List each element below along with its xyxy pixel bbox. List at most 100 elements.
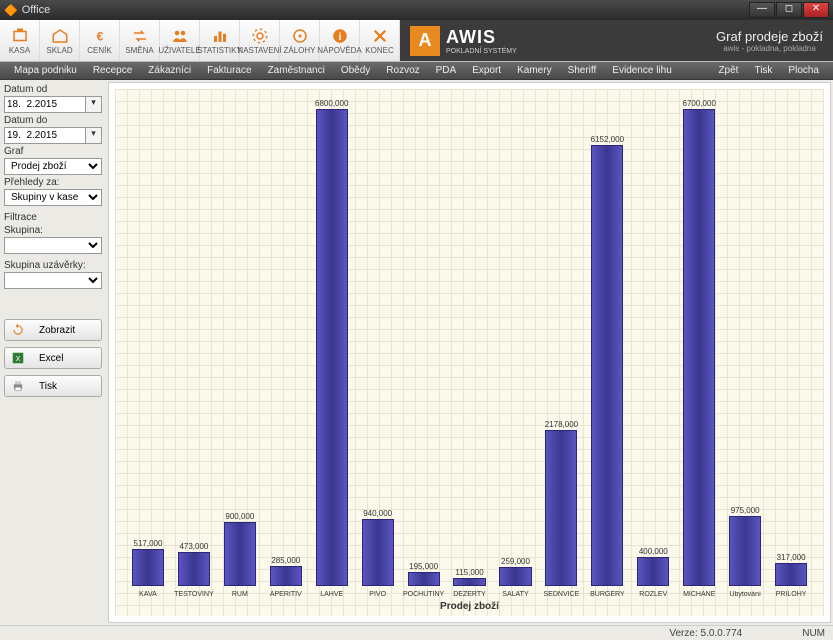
napoveda-button[interactable]: iNÁPOVĚDA xyxy=(320,20,360,61)
bar-category-label: PŘÍLOHY xyxy=(776,591,807,598)
menu-fakturace[interactable]: Fakturace xyxy=(207,65,251,76)
maximize-button[interactable]: ◻ xyxy=(776,2,802,18)
menu-export[interactable]: Export xyxy=(472,65,501,76)
bar xyxy=(499,567,531,586)
bar-value-label: 115,000 xyxy=(455,568,483,577)
page-subtitle: awis - pokladna, pokladna xyxy=(716,44,823,53)
menu-evidence-lihu[interactable]: Evidence lihu xyxy=(612,65,671,76)
menu-plocha[interactable]: Plocha xyxy=(788,65,819,76)
menu-recepce[interactable]: Recepce xyxy=(93,65,132,76)
bar xyxy=(683,109,715,586)
bars-container: 517,000KAVA473,000TĚSTOVINY900,000RUM285… xyxy=(125,99,814,586)
datum-od-label: Datum od xyxy=(4,84,102,95)
menubar: Mapa podniku Recepce Zákazníci Fakturace Zam… xyxy=(0,62,833,80)
bar-column: 900,000RUM xyxy=(217,99,263,586)
datum-do-input[interactable] xyxy=(4,127,86,144)
bar-value-label: 6800,000 xyxy=(315,99,348,108)
cenik-button[interactable]: €CENÍK xyxy=(80,20,120,61)
napoveda-icon: i xyxy=(331,27,349,45)
svg-text:X: X xyxy=(16,356,21,363)
nastaveni-button[interactable]: NASTAVENÍ xyxy=(240,20,280,61)
datum-od-input[interactable] xyxy=(4,96,86,113)
bar xyxy=(316,109,348,586)
menu-zaměstnanci[interactable]: Zaměstnanci xyxy=(268,65,325,76)
bar-value-label: 940,000 xyxy=(363,509,392,518)
zalohy-button[interactable]: ZÁLOHY xyxy=(280,20,320,61)
bar-category-label: POCHUTINY xyxy=(403,591,444,598)
bar-category-label: PIVO xyxy=(369,591,386,598)
menu-sheriff[interactable]: Sheriff xyxy=(568,65,597,76)
bar-category-label: SEDNVIČE xyxy=(544,591,580,598)
skupina-select[interactable] xyxy=(4,237,102,254)
graf-select[interactable]: Prodej zboží xyxy=(4,158,102,175)
zalohy-icon xyxy=(291,27,309,45)
bar xyxy=(132,549,164,586)
bar-column: 400,000ROZLEV xyxy=(630,99,676,586)
menu-tisk[interactable]: Tisk xyxy=(754,65,772,76)
bar-column: 6800,000LAHVE xyxy=(309,99,355,586)
statistiky-button[interactable]: STATISTIKY xyxy=(200,20,240,61)
skupina-label: Skupina: xyxy=(4,225,102,236)
prehledy-select[interactable]: Skupiny v kase xyxy=(4,189,102,206)
calendar-icon[interactable]: ▾ xyxy=(86,96,102,113)
brand-logo: A xyxy=(410,26,440,56)
bar xyxy=(453,578,485,586)
bar-column: 975,000Ubytování xyxy=(722,99,768,586)
menu-zákazníci[interactable]: Zákazníci xyxy=(148,65,191,76)
bar-category-label: DEZERTY xyxy=(453,591,486,598)
bar-category-label: TĚSTOVINY xyxy=(174,591,214,598)
bar-column: 259,000SALATY xyxy=(493,99,539,586)
bar xyxy=(775,563,807,586)
bar xyxy=(270,566,302,586)
menu-obědy[interactable]: Obědy xyxy=(341,65,370,76)
bar xyxy=(637,557,669,586)
smena-button[interactable]: SMĚNA xyxy=(120,20,160,61)
svg-text:i: i xyxy=(338,30,341,42)
bar-column: 285,000APERITIV xyxy=(263,99,309,586)
bar-value-label: 900,000 xyxy=(225,512,254,521)
bar-value-label: 400,000 xyxy=(639,547,668,556)
bar-column: 2178,000SEDNVIČE xyxy=(538,99,584,586)
menu-mapa-podniku[interactable]: Mapa podniku xyxy=(14,65,77,76)
bar-column: 6700,000MICHANE xyxy=(676,99,722,586)
sklad-icon xyxy=(51,27,69,45)
minimize-button[interactable]: — xyxy=(749,2,775,18)
bar-category-label: BURGERY xyxy=(590,591,625,598)
page-title: Graf prodeje zboží xyxy=(716,29,823,44)
konec-button[interactable]: KONEC xyxy=(360,20,400,61)
bar-value-label: 2178,000 xyxy=(545,420,578,429)
menu-pda[interactable]: PDA xyxy=(436,65,457,76)
bar-column: 115,000DEZERTY xyxy=(447,99,493,586)
bar xyxy=(224,522,256,586)
calendar-icon[interactable]: ▾ xyxy=(86,127,102,144)
num-indicator: NUM xyxy=(802,628,825,639)
cenik-icon: € xyxy=(91,27,109,45)
main-toolbar: KASASKLAD€CENÍKSMĚNAUŽIVATELÉSTATISTIKYN… xyxy=(0,20,833,62)
bar-category-label: RUM xyxy=(232,591,248,598)
zobrazit-button[interactable]: Zobrazit xyxy=(4,319,102,341)
bar-category-label: MICHANE xyxy=(683,591,715,598)
bar-column: 317,000PŘÍLOHY xyxy=(768,99,814,586)
chart-plot: 517,000KAVA473,000TĚSTOVINY900,000RUM285… xyxy=(115,89,824,616)
brand-sub: POKLADNÍ SYSTÉMY xyxy=(446,48,517,55)
sklad-button[interactable]: SKLAD xyxy=(40,20,80,61)
tisk-button[interactable]: Tisk xyxy=(4,375,102,397)
bar-category-label: KAVA xyxy=(139,591,157,598)
skupina-uz-select[interactable] xyxy=(4,272,102,289)
version-label: Verze: 5.0.0.774 xyxy=(669,628,742,639)
menu-kamery[interactable]: Kamery xyxy=(517,65,551,76)
uzivatele-button[interactable]: UŽIVATELÉ xyxy=(160,20,200,61)
bar-column: 517,000KAVA xyxy=(125,99,171,586)
datum-do-label: Datum do xyxy=(4,115,102,126)
close-button[interactable]: ✕ xyxy=(803,2,829,18)
excel-button[interactable]: X Excel xyxy=(4,347,102,369)
bar-value-label: 517,000 xyxy=(134,539,163,548)
kasa-button[interactable]: KASA xyxy=(0,20,40,61)
statusbar: Verze: 5.0.0.774 NUM xyxy=(0,625,833,640)
bar-category-label: LAHVE xyxy=(320,591,343,598)
menu-rozvoz[interactable]: Rozvoz xyxy=(386,65,419,76)
prehledy-label: Přehledy za: xyxy=(4,177,102,188)
bar-column: 473,000TĚSTOVINY xyxy=(171,99,217,586)
menu-zpět[interactable]: Zpět xyxy=(718,65,738,76)
window-title: Office xyxy=(18,4,748,16)
